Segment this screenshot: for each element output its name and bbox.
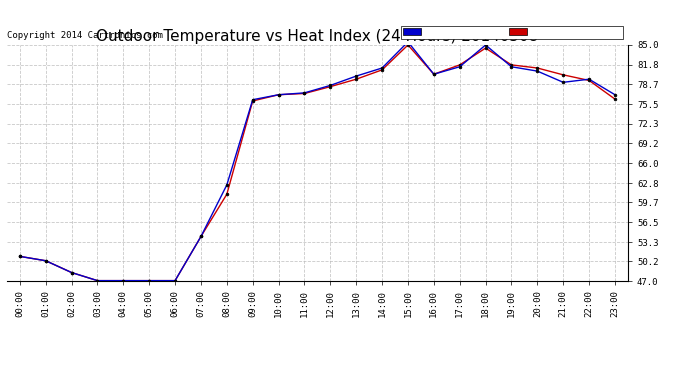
Legend: Heat Index  (°F), Temperature  (°F): Heat Index (°F), Temperature (°F): [401, 26, 623, 39]
Title: Outdoor Temperature vs Heat Index (24 Hours) 20140508: Outdoor Temperature vs Heat Index (24 Ho…: [97, 29, 538, 44]
Text: Copyright 2014 Cartronics.com: Copyright 2014 Cartronics.com: [7, 31, 163, 40]
